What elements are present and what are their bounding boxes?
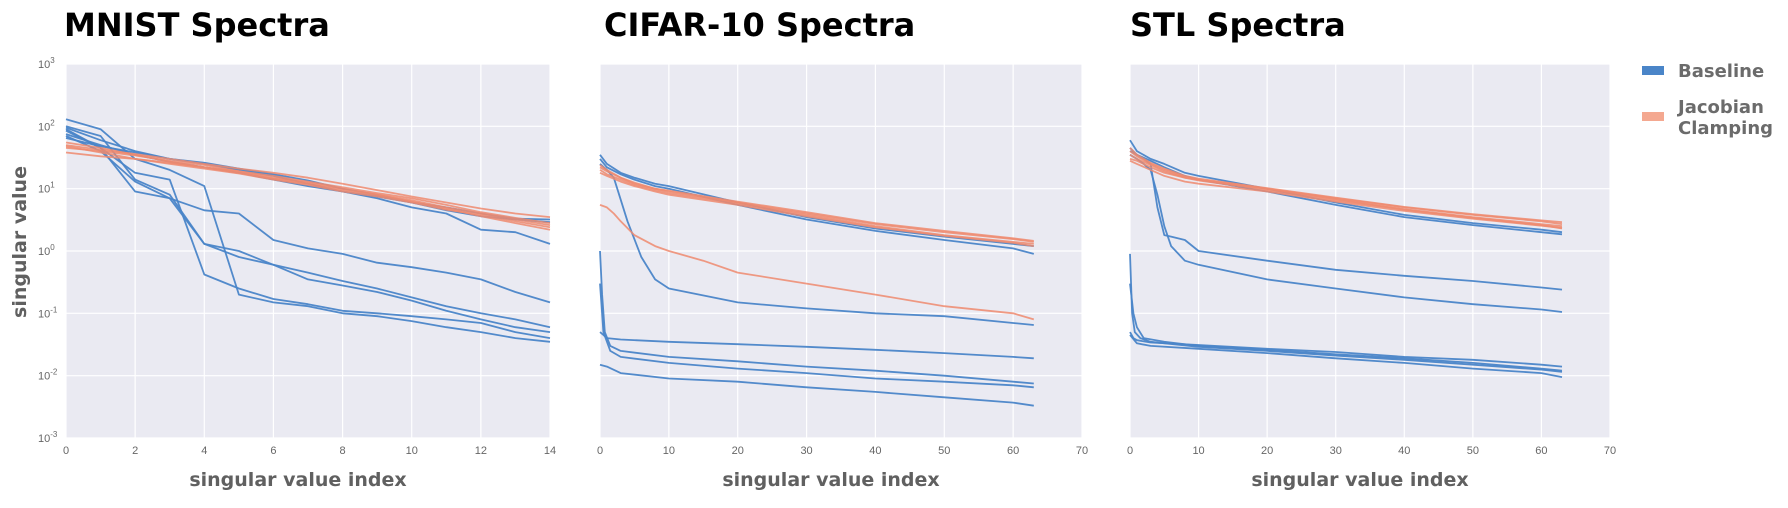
x-tick-label: 50 (938, 445, 950, 457)
x-tick-label: 10 (663, 445, 675, 457)
x-tick-label: 0 (597, 445, 603, 457)
x-tick-label: 70 (1076, 445, 1088, 457)
x-tick-label: 6 (270, 445, 276, 457)
x-tick-label: 14 (544, 445, 556, 457)
x-tick-label: 70 (1604, 445, 1616, 457)
x-axis-label: singular value index (1251, 469, 1468, 491)
x-tick-label: 0 (63, 445, 69, 457)
legend: Baseline Jacobian Clamping (1642, 61, 1773, 139)
y-tick-label: 101 (38, 181, 55, 196)
x-tick-label: 10 (1192, 445, 1204, 457)
baseline-series-line (1129, 139, 1563, 234)
baseline-series-line (599, 283, 1034, 389)
x-tick-label: 30 (800, 445, 812, 457)
x-tick-label: 40 (1398, 445, 1410, 457)
x-tick-label: 10 (406, 445, 418, 457)
legend-swatch-jacobian (1642, 112, 1664, 121)
jacobian-series-line (599, 164, 1034, 242)
baseline-series-line (1129, 331, 1563, 368)
x-tick-label: 60 (1007, 445, 1019, 457)
y-tick-label: 10-1 (38, 305, 58, 320)
jacobian-series-line (599, 171, 1034, 247)
baseline-series-line (1129, 283, 1563, 372)
y-axis-label: singular value (9, 166, 31, 318)
baseline-series-line (65, 118, 551, 343)
legend-label-baseline: Baseline (1678, 61, 1764, 82)
jacobian-series-line (65, 144, 551, 218)
x-tick-label: 20 (732, 445, 744, 457)
x-tick-label: 8 (340, 445, 346, 457)
x-tick-label: 20 (1261, 445, 1273, 457)
jacobian-series-line (1129, 147, 1563, 224)
baseline-series-line (1129, 253, 1563, 373)
baseline-series-line (65, 128, 551, 304)
y-tick-label: 10-2 (38, 368, 58, 383)
baseline-series-line (65, 129, 551, 339)
x-tick-label: 4 (201, 445, 207, 457)
chart-panel-2: STL Spectra 0 10 20 30 40 50 60 70 singular value… (1127, 6, 1616, 491)
y-tick-label: 103 (38, 56, 55, 71)
y-tick-label: 10-3 (38, 430, 58, 445)
x-tick-label: 0 (1127, 445, 1133, 457)
baseline-series-line (599, 363, 1034, 407)
chart-title: STL Spectra (1130, 6, 1346, 44)
x-axis-label: singular value index (189, 469, 406, 491)
chart-panel-0: MNIST Spectra 0 2 4 6 8 10 12 14 103 102 101 100 10-1… (38, 6, 556, 491)
jacobian-series-line (1129, 159, 1563, 229)
baseline-series-line (1129, 334, 1563, 378)
baseline-series-line (599, 250, 1034, 385)
x-tick-label: 2 (132, 445, 138, 457)
chart-title: MNIST Spectra (64, 6, 330, 44)
chart-title: CIFAR-10 Spectra (604, 6, 915, 44)
x-tick-label: 60 (1535, 445, 1547, 457)
baseline-series-line (65, 125, 551, 329)
y-tick-label: 100 (38, 243, 55, 258)
x-tick-label: 12 (475, 445, 487, 457)
y-tick-label: 102 (38, 118, 55, 133)
jacobian-series-line (599, 204, 1035, 321)
x-axis-label: singular value index (722, 469, 939, 491)
chart-panel-1: CIFAR-10 Spectra 0 10 20 30 40 50 60 70 singular … (597, 6, 1088, 491)
legend-label-jacobian: Jacobian Clamping (1676, 97, 1773, 139)
legend-swatch-baseline (1642, 66, 1664, 75)
x-tick-label: 50 (1467, 445, 1479, 457)
jacobian-series-line (65, 145, 551, 229)
x-tick-label: 40 (869, 445, 881, 457)
baseline-series-line (65, 135, 551, 333)
x-tick-label: 30 (1330, 445, 1342, 457)
